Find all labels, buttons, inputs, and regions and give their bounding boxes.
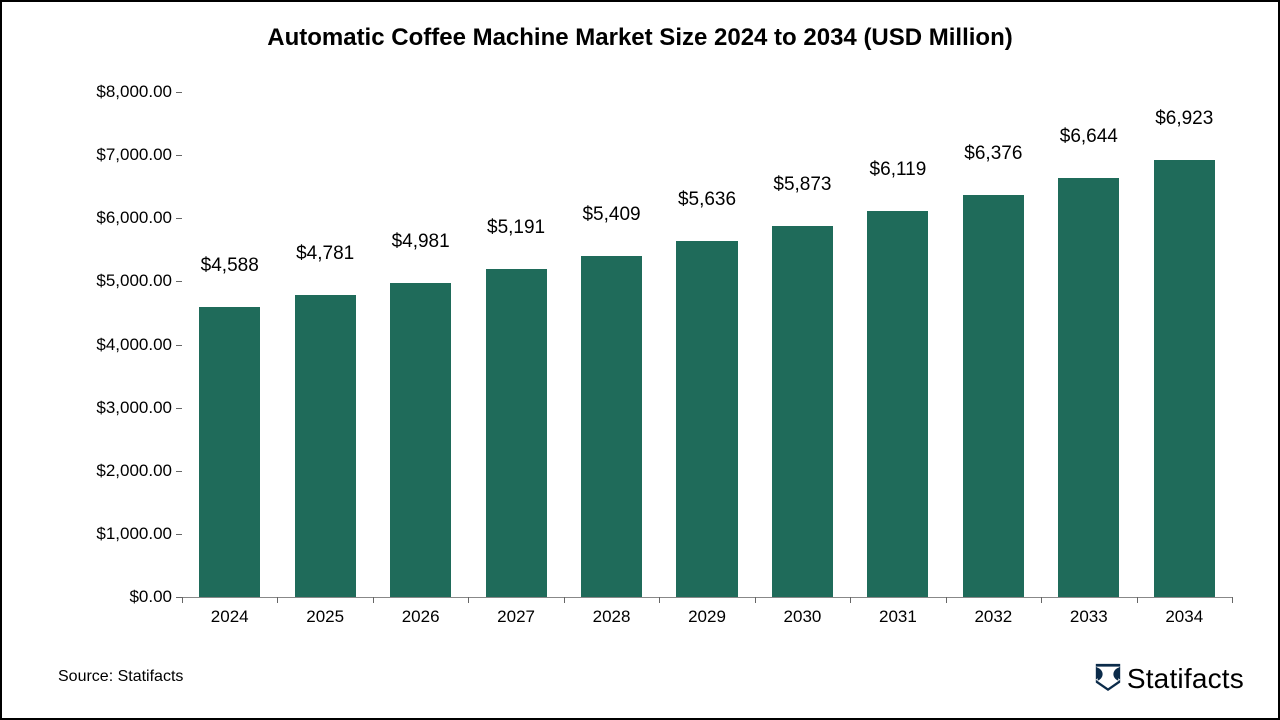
x-category-label: 2025 (306, 607, 344, 627)
bar-value-label: $5,873 (773, 174, 831, 196)
bar (390, 283, 451, 597)
bar (1058, 178, 1119, 597)
x-tick (946, 597, 947, 603)
bar (199, 307, 260, 597)
y-tick-label: $7,000.00 (96, 145, 172, 165)
y-tick-label: $0.00 (129, 587, 172, 607)
x-tick (1137, 597, 1138, 603)
y-tick (176, 92, 182, 93)
y-tick-label: $3,000.00 (96, 398, 172, 418)
y-tick (176, 534, 182, 535)
x-category-label: 2029 (688, 607, 726, 627)
brand-logo: Statifacts (1093, 661, 1244, 696)
y-axis: $0.00$1,000.00$2,000.00$3,000.00$4,000.0… (62, 92, 172, 597)
x-category-label: 2031 (879, 607, 917, 627)
x-category-label: 2034 (1165, 607, 1203, 627)
y-tick (176, 218, 182, 219)
y-tick-label: $8,000.00 (96, 82, 172, 102)
x-category-label: 2027 (497, 607, 535, 627)
bar (486, 269, 547, 597)
x-category-label: 2033 (1070, 607, 1108, 627)
bar-value-label: $5,636 (678, 189, 736, 211)
x-tick (850, 597, 851, 603)
brand-icon (1093, 661, 1123, 696)
x-tick (468, 597, 469, 603)
y-tick (176, 281, 182, 282)
bar-value-label: $5,409 (582, 204, 640, 226)
x-category-label: 2028 (593, 607, 631, 627)
x-tick (277, 597, 278, 603)
y-tick-label: $6,000.00 (96, 208, 172, 228)
brand-text: Statifacts (1127, 663, 1244, 695)
plot-area: $4,588 $4,781 $4,981 $5,191 $5,409 $5,636 $5,8… (182, 92, 1232, 597)
bar (581, 256, 642, 597)
bar (1154, 160, 1215, 597)
bar (676, 241, 737, 597)
bar-value-label: $4,588 (201, 255, 259, 277)
x-tick (564, 597, 565, 603)
x-axis-line (182, 597, 1232, 598)
x-category-label: 2030 (784, 607, 822, 627)
chart-title: Automatic Coffee Machine Market Size 202… (2, 24, 1278, 52)
bar-value-label: $4,781 (296, 243, 354, 265)
x-tick (182, 597, 183, 603)
y-tick (176, 345, 182, 346)
bar-value-label: $5,191 (487, 217, 545, 239)
y-tick (176, 155, 182, 156)
bar (772, 226, 833, 597)
y-tick (176, 408, 182, 409)
y-tick-label: $5,000.00 (96, 271, 172, 291)
bar (295, 295, 356, 597)
x-category-label: 2026 (402, 607, 440, 627)
y-tick (176, 471, 182, 472)
source-text: Source: Statifacts (58, 668, 183, 686)
x-tick (755, 597, 756, 603)
y-tick-label: $1,000.00 (96, 524, 172, 544)
x-category-label: 2032 (974, 607, 1012, 627)
bar-value-label: $6,923 (1155, 108, 1213, 130)
x-tick (1232, 597, 1233, 603)
bar (963, 195, 1024, 597)
bar-value-label: $4,981 (392, 231, 450, 253)
bar-value-label: $6,119 (870, 159, 927, 181)
bar-value-label: $6,376 (964, 143, 1022, 165)
x-tick (373, 597, 374, 603)
x-tick (1041, 597, 1042, 603)
y-tick-label: $2,000.00 (96, 461, 172, 481)
bar (867, 211, 928, 597)
y-tick-label: $4,000.00 (96, 335, 172, 355)
bar-value-label: $6,644 (1060, 126, 1118, 148)
chart-frame: Automatic Coffee Machine Market Size 202… (0, 0, 1280, 720)
x-category-label: 2024 (211, 607, 249, 627)
x-tick (659, 597, 660, 603)
